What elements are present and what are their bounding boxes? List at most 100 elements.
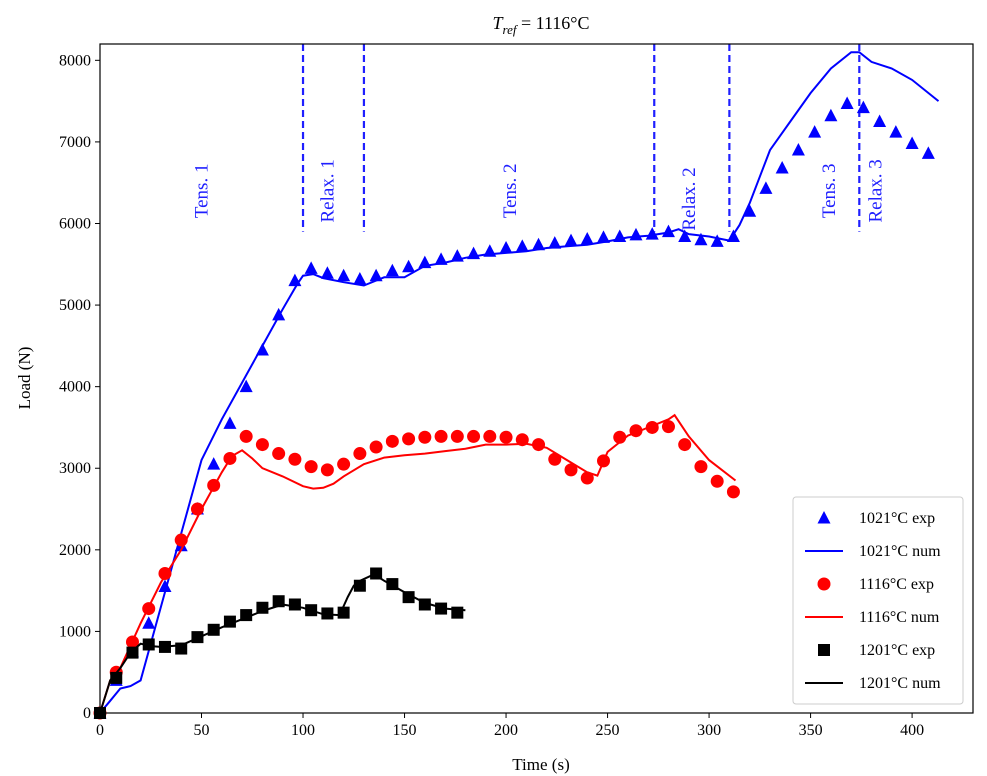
data-point-circle	[369, 440, 383, 454]
data-point-triangle	[223, 416, 237, 429]
data-point-triangle	[142, 616, 156, 629]
data-point-circle	[499, 430, 513, 444]
title-value: = 1116°C	[516, 13, 589, 33]
x-tick-label: 350	[799, 722, 823, 739]
y-tick-label: 6000	[59, 215, 91, 232]
data-point-circle	[272, 447, 286, 461]
x-tick-label: 0	[96, 722, 104, 739]
legend-entry-label: 1021°C num	[859, 543, 941, 560]
legend-circle-swatch	[817, 577, 831, 591]
data-point-circle	[710, 474, 724, 488]
data-point-circle	[402, 432, 416, 446]
phase-label: Tens. 1	[192, 164, 213, 219]
legend-triangle-swatch	[817, 511, 831, 524]
series-line	[99, 413, 737, 714]
phase-label: Relax. 2	[679, 167, 700, 230]
data-point-circle	[434, 429, 448, 443]
y-tick-label: 8000	[59, 52, 91, 69]
data-point-triangle	[564, 233, 578, 247]
data-point-square	[337, 606, 350, 619]
data-point-circle	[385, 434, 399, 448]
data-point-triangle	[905, 136, 919, 150]
data-point-circle	[661, 420, 675, 434]
data-point-triangle	[791, 143, 805, 156]
data-point-square	[402, 591, 415, 604]
legend-entry-label: 1201°C num	[859, 675, 941, 692]
data-point-circle	[483, 429, 497, 443]
legend-square-swatch	[818, 644, 830, 656]
legend-entry-label: 1201°C exp	[859, 642, 935, 659]
y-axis-label: Load (N)	[15, 347, 34, 410]
legend-entry-label: 1116°C exp	[859, 576, 934, 593]
data-point-triangle	[353, 271, 367, 285]
data-point-circle	[337, 457, 351, 471]
legend: 1021°C exp 1021°C num 1116°C exp 1116°C num…	[792, 496, 964, 705]
data-point-triangle	[759, 181, 773, 194]
x-tick-label: 50	[194, 722, 210, 739]
title-subscript: ref	[503, 22, 519, 37]
x-tick-label: 100	[291, 722, 315, 739]
data-point-triangle	[207, 457, 221, 470]
data-point-circle	[548, 452, 562, 466]
data-point-triangle	[824, 108, 838, 122]
data-point-triangle	[304, 261, 318, 274]
data-point-triangle	[337, 268, 351, 282]
legend-entry-label: 1021°C exp	[859, 510, 935, 527]
data-point-triangle	[889, 125, 903, 138]
x-tick-label: 300	[697, 722, 721, 739]
data-point-circle	[678, 438, 692, 452]
x-tick-label: 150	[393, 722, 417, 739]
y-tick-label: 5000	[59, 297, 91, 314]
series-line	[99, 51, 940, 714]
legend-box	[792, 496, 964, 705]
data-point-triangle	[921, 146, 935, 159]
data-point-triangle	[385, 263, 399, 277]
data-point-circle	[580, 471, 594, 485]
data-point-triangle	[548, 236, 562, 249]
data-point-triangle	[158, 579, 172, 593]
data-point-triangle	[629, 227, 643, 241]
data-point-triangle	[580, 231, 594, 245]
data-point-triangle	[532, 237, 546, 251]
data-point-triangle	[239, 379, 253, 393]
data-point-circle	[288, 452, 302, 466]
plot-frame	[99, 43, 974, 714]
y-tick-label: 7000	[59, 134, 91, 151]
data-point-triangle	[743, 204, 757, 217]
phase-label: Relax. 1	[317, 159, 338, 222]
plot-area: Tens. 1 Relax. 1 Tens. 2 Relax. 2 Tens. 3 Rel…	[59, 43, 974, 739]
data-point-circle	[467, 429, 481, 443]
legend-entry-label: 1116°C num	[859, 609, 940, 626]
x-tick-label: 250	[596, 722, 620, 739]
data-point-triangle	[694, 232, 708, 246]
x-tick-label: 400	[900, 722, 924, 739]
data-point-circle	[304, 460, 318, 474]
data-point-triangle	[369, 268, 383, 282]
data-point-triangle	[840, 96, 854, 110]
y-tick-label: 1000	[59, 623, 91, 640]
data-point-triangle	[320, 266, 334, 279]
data-point-triangle	[775, 161, 789, 174]
chart-title: Tref = 1116°C	[492, 13, 589, 37]
data-point-triangle	[873, 114, 887, 128]
data-point-square	[435, 602, 448, 615]
data-point-square	[321, 607, 334, 620]
data-point-circle	[320, 463, 334, 477]
data-point-triangle	[596, 230, 610, 243]
data-point-triangle	[856, 100, 870, 114]
data-point-square	[142, 638, 155, 651]
data-point-circle	[450, 429, 464, 443]
data-point-circle	[255, 438, 269, 452]
data-point-circle	[239, 429, 253, 443]
x-tick-label: 200	[494, 722, 518, 739]
y-tick-label: 4000	[59, 379, 91, 396]
data-point-triangle	[499, 240, 513, 254]
data-point-triangle	[678, 229, 692, 243]
data-point-circle	[694, 460, 708, 474]
data-point-triangle	[710, 234, 724, 247]
phase-label: Tens. 2	[500, 164, 521, 219]
y-tick-label: 3000	[59, 460, 91, 477]
data-point-triangle	[402, 259, 416, 273]
